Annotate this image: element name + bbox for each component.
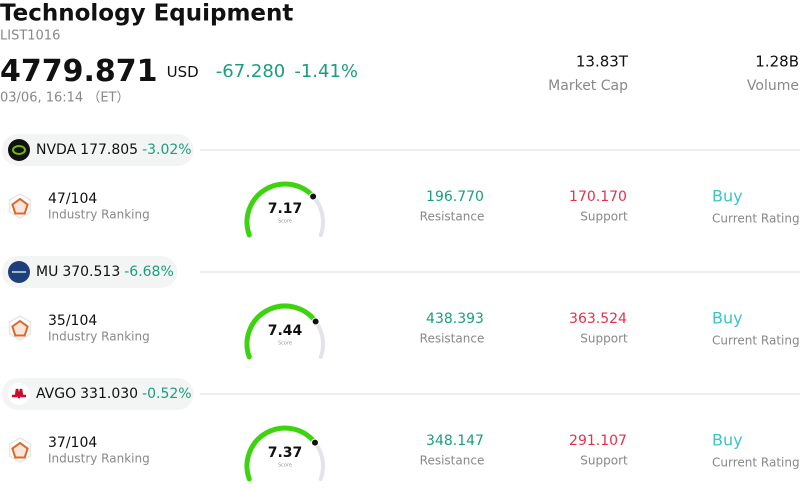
- change: -67.280: [216, 61, 285, 82]
- list-id: LIST1016: [0, 29, 60, 44]
- gauge-fill: [244, 181, 316, 238]
- ticker-pill[interactable]: [2, 256, 178, 288]
- resistance-label: Resistance: [420, 332, 485, 346]
- stock-price: 331.030: [80, 386, 138, 402]
- stock-change: -3.02%: [142, 142, 192, 158]
- ranking-icon-inner: [11, 197, 29, 215]
- ranking-label: Industry Ranking: [48, 208, 150, 222]
- gauge-dot: [311, 438, 320, 447]
- gauge-dot: [309, 192, 318, 201]
- stock-change: -6.68%: [124, 264, 174, 280]
- ticker-line: AVGO 331.030 -0.52%: [36, 386, 192, 402]
- ticker-pill[interactable]: [2, 134, 194, 166]
- gauge-dot: [311, 317, 320, 326]
- logo-mark: [12, 388, 26, 399]
- support-label: Support: [580, 210, 628, 224]
- score-label: Score: [278, 463, 292, 469]
- resistance: 348.147: [426, 433, 484, 449]
- logo-mark: [12, 271, 26, 273]
- score: 7.44: [268, 323, 303, 339]
- ranking-label: Industry Ranking: [48, 330, 150, 344]
- ticker-line: MU 370.513 -6.68%: [36, 264, 174, 280]
- ranking-icon-inner: [11, 441, 29, 459]
- score-label: Score: [278, 341, 292, 347]
- score: 7.37: [268, 445, 303, 461]
- gauge-fill: [244, 425, 318, 482]
- rating-label: Current Rating: [712, 212, 800, 226]
- support-label: Support: [580, 332, 628, 346]
- rating-label: Current Rating: [712, 334, 800, 348]
- support-label: Support: [580, 454, 628, 468]
- stock-price: 370.513: [62, 264, 120, 280]
- stock-change: -0.52%: [142, 386, 192, 402]
- support: 363.524: [569, 311, 627, 327]
- rating: Buy: [712, 431, 743, 450]
- rating: Buy: [712, 309, 743, 328]
- ranking-label: Industry Ranking: [48, 452, 150, 466]
- logo-mark: [12, 145, 26, 155]
- volume: 1.28B: [755, 53, 799, 71]
- market-cap: 13.83T: [576, 53, 629, 71]
- resistance: 196.770: [426, 189, 484, 205]
- score: 7.17: [268, 201, 303, 217]
- ranking: 35/104: [48, 313, 97, 329]
- ticker: MU: [36, 264, 58, 280]
- resistance-label: Resistance: [420, 210, 485, 224]
- ranking: 47/104: [48, 191, 97, 207]
- datetime: 03/06, 16:14 （ET）: [0, 91, 129, 106]
- score-label: Score: [278, 219, 292, 225]
- rating-label: Current Rating: [712, 456, 800, 470]
- support: 291.107: [569, 433, 627, 449]
- ticker: AVGO: [36, 386, 76, 402]
- market-cap-label: Market Cap: [548, 78, 628, 94]
- index-price: 4779.871: [0, 54, 158, 89]
- rating: Buy: [712, 187, 743, 206]
- ticker: NVDA: [36, 142, 77, 158]
- gauge-fill: [244, 303, 319, 360]
- title: Technology Equipment: [0, 1, 293, 27]
- ticker-line: NVDA 177.805 -3.02%: [36, 142, 192, 158]
- stock-price: 177.805: [80, 142, 138, 158]
- price-line: 4779.871 USD -67.280 -1.41%: [0, 54, 358, 89]
- change-pct: -1.41%: [294, 61, 358, 82]
- ranking-icon-inner: [11, 319, 29, 337]
- ticker-pill[interactable]: [2, 378, 194, 410]
- resistance-label: Resistance: [420, 454, 485, 468]
- resistance: 438.393: [426, 311, 484, 327]
- ranking: 37/104: [48, 435, 97, 451]
- logo: [8, 139, 30, 161]
- volume-label: Volume: [747, 78, 799, 94]
- currency: USD: [167, 63, 199, 81]
- support: 170.170: [569, 189, 627, 205]
